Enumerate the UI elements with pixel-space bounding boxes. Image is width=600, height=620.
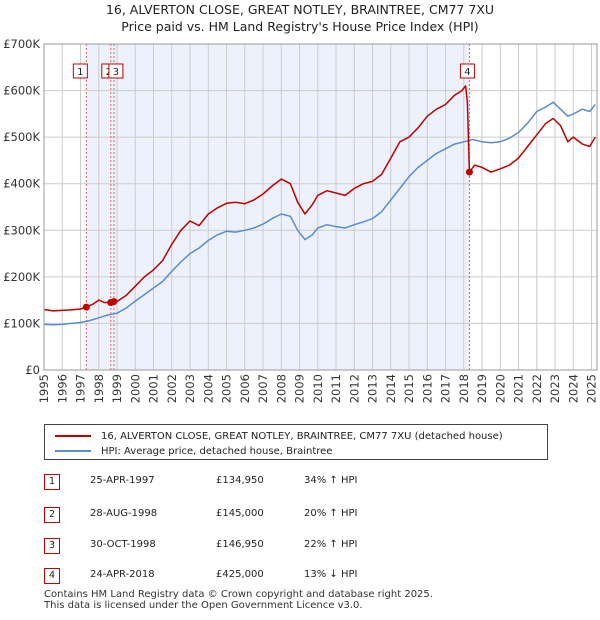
x-tick-label: 2001 xyxy=(147,374,161,403)
x-tick-label: 2024 xyxy=(566,374,580,403)
sale-date: 25-APR-1997 xyxy=(90,475,155,486)
sale-point xyxy=(465,168,473,176)
price-chart: 1234 £0£100K£200K£300K£400K£500K£600K£70… xyxy=(3,37,599,403)
sale-label: 3 xyxy=(108,63,124,79)
sale-label: 1 xyxy=(72,63,88,79)
sale-point xyxy=(82,303,90,311)
y-tick-label: £100K xyxy=(3,316,40,330)
x-tick-label: 2021 xyxy=(512,374,526,403)
footer: Contains HM Land Registry data © Crown c… xyxy=(44,589,433,611)
hpi-line xyxy=(43,101,596,326)
legend-swatch-property xyxy=(55,435,91,437)
x-tick-label: 2007 xyxy=(256,374,270,403)
x-tick-label: 2013 xyxy=(366,374,380,403)
sale-hpi-diff: 13% ↓ HPI xyxy=(304,569,358,580)
x-tick-label: 2005 xyxy=(220,374,234,403)
legend-item-hpi: HPI: Average price, detached house, Brai… xyxy=(55,444,332,458)
chart-title-line2: Price paid vs. HM Land Registry's House … xyxy=(121,19,479,34)
sale-labels: 1234 xyxy=(72,63,475,79)
sale-number-badge: 3 xyxy=(44,538,60,554)
series-lines xyxy=(43,85,596,326)
sale-price: £134,950 xyxy=(216,475,264,486)
y-tick-label: £500K xyxy=(3,130,40,144)
footer-licence: This data is licensed under the Open Gov… xyxy=(44,599,363,611)
x-tick-label: 1997 xyxy=(74,374,88,403)
sale-label-text: 3 xyxy=(113,67,119,78)
x-tick-label: 1998 xyxy=(92,374,106,403)
y-tick-label: £300K xyxy=(3,223,40,237)
sale-label-text: 1 xyxy=(77,67,83,78)
table-row: 2 28-AUG-1998 £145,000 20% ↑ HPI xyxy=(44,507,444,523)
y-tick-label: £200K xyxy=(3,270,40,284)
x-tick-label: 2020 xyxy=(493,374,507,403)
x-tick-label: 2006 xyxy=(238,374,252,403)
x-tick-label: 2025 xyxy=(585,374,599,403)
sale-label: 4 xyxy=(459,63,475,79)
sale-number-badge: 4 xyxy=(44,568,60,584)
legend-item-property: 16, ALVERTON CLOSE, GREAT NOTLEY, BRAINT… xyxy=(55,429,503,443)
table-row: 4 24-APR-2018 £425,000 13% ↓ HPI xyxy=(44,568,444,584)
y-tick-label: £0 xyxy=(25,363,40,377)
x-tick-label: 1999 xyxy=(110,374,124,403)
x-tick-label: 2004 xyxy=(201,374,215,403)
x-tick-label: 2022 xyxy=(530,374,544,403)
sale-hpi-diff: 22% ↑ HPI xyxy=(304,539,358,550)
chart-title: 16, ALVERTON CLOSE, GREAT NOTLEY, BRAINT… xyxy=(0,1,600,35)
sale-price: £145,000 xyxy=(216,508,264,519)
sale-date: 28-AUG-1998 xyxy=(90,508,158,519)
x-tick-label: 1996 xyxy=(55,374,69,403)
y-tick-label: £600K xyxy=(3,84,40,98)
sale-point xyxy=(110,298,118,306)
sale-points xyxy=(82,168,473,311)
legend: 16, ALVERTON CLOSE, GREAT NOTLEY, BRAINT… xyxy=(44,424,548,460)
x-tick-label: 2010 xyxy=(311,374,325,403)
plot-frame xyxy=(43,43,598,371)
sale-label-box xyxy=(108,63,124,79)
table-row: 3 30-OCT-1998 £146,950 22% ↑ HPI xyxy=(44,538,444,554)
sale-hpi-diff: 34% ↑ HPI xyxy=(304,475,358,486)
x-tick-label: 2002 xyxy=(165,374,179,403)
sale-price: £425,000 xyxy=(216,569,264,580)
x-tick-label: 2009 xyxy=(293,374,307,403)
x-tick-label: 2008 xyxy=(274,374,288,403)
x-tick-label: 2015 xyxy=(402,374,416,403)
table-row: 1 25-APR-1997 £134,950 34% ↑ HPI xyxy=(44,474,444,490)
footer-copyright: Contains HM Land Registry data © Crown c… xyxy=(44,589,433,600)
y-tick-label: £700K xyxy=(3,37,40,51)
property-price-line xyxy=(43,85,596,312)
x-tick-label: 2023 xyxy=(548,374,562,403)
x-tick-label: 2011 xyxy=(329,374,343,403)
x-tick-label: 2014 xyxy=(384,374,398,403)
x-tick-label: 2017 xyxy=(439,374,453,403)
sale-label-text: 4 xyxy=(464,67,470,78)
legend-swatch-hpi xyxy=(55,450,91,452)
plot-region-before-first-sale xyxy=(44,44,87,370)
x-axis: 1995 1996 1997 1998 1999 2000 2001 2002 2003 2004… xyxy=(37,374,599,403)
sale-date: 24-APR-2018 xyxy=(90,569,155,580)
x-tick-label: 1995 xyxy=(37,374,51,403)
sale-date: 30-OCT-1998 xyxy=(90,539,156,550)
y-tick-label: £400K xyxy=(3,177,40,191)
sale-price: £146,950 xyxy=(216,539,264,550)
y-axis: £0 £100K £200K £300K £400K £500K £600K £700K xyxy=(3,37,40,377)
sale-hpi-diff: 20% ↑ HPI xyxy=(304,508,358,519)
plot-region-after-last-sale xyxy=(469,44,597,370)
x-tick-label: 2019 xyxy=(475,374,489,403)
sale-label-box xyxy=(72,63,88,79)
x-tick-label: 2012 xyxy=(347,374,361,403)
x-tick-label: 2018 xyxy=(457,374,471,403)
x-tick-label: 2000 xyxy=(128,374,142,403)
sale-label-box xyxy=(459,63,475,79)
legend-label-property: 16, ALVERTON CLOSE, GREAT NOTLEY, BRAINT… xyxy=(101,430,503,442)
sale-number-badge: 2 xyxy=(44,507,60,523)
sale-number-badge: 1 xyxy=(44,474,60,490)
legend-label-hpi: HPI: Average price, detached house, Brai… xyxy=(101,445,333,457)
x-tick-label: 2003 xyxy=(183,374,197,403)
x-tick-label: 2016 xyxy=(420,374,434,403)
chart-title-line1: 16, ALVERTON CLOSE, GREAT NOTLEY, BRAINT… xyxy=(105,2,495,17)
